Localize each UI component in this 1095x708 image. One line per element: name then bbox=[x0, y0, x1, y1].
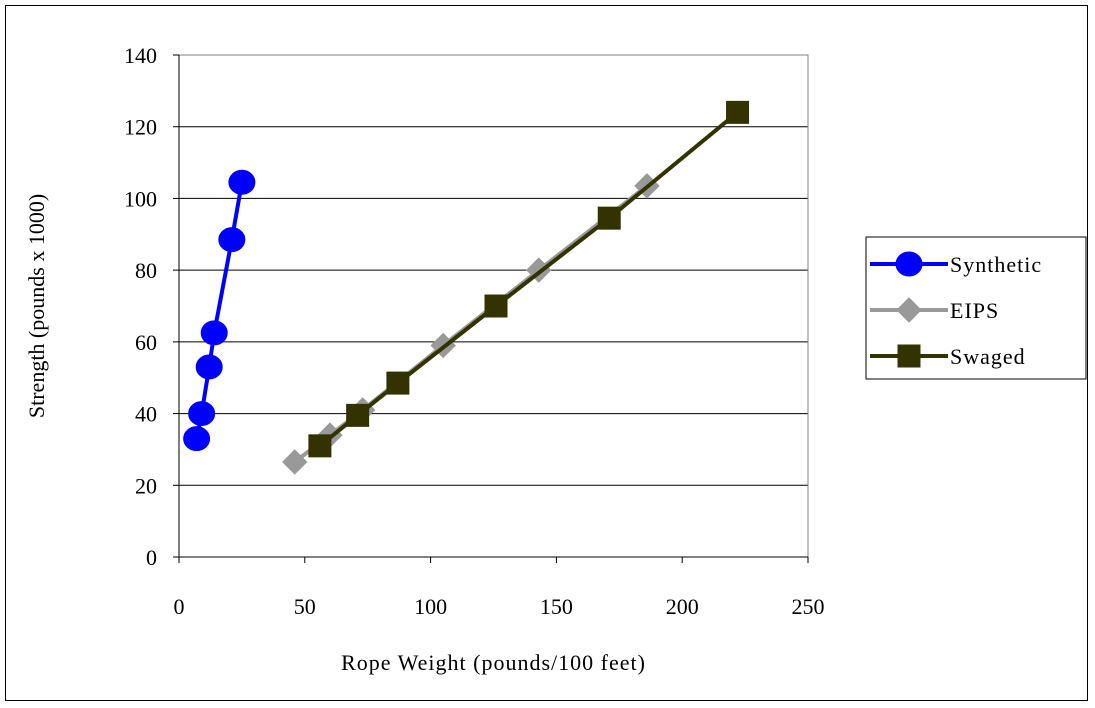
series-synthetic bbox=[183, 169, 256, 452]
series-line-synthetic bbox=[194, 181, 244, 440]
data-point-swaged bbox=[346, 403, 370, 427]
y-tick-label: 80 bbox=[135, 258, 157, 283]
legend-item-synthetic: Synthetic bbox=[870, 251, 1042, 277]
data-point-synthetic bbox=[183, 426, 211, 452]
legend-marker-synthetic bbox=[895, 251, 923, 277]
data-point-synthetic bbox=[218, 227, 246, 253]
legend-marker-swaged bbox=[897, 344, 921, 368]
data-point-swaged bbox=[597, 206, 621, 230]
x-tick-label: 100 bbox=[414, 594, 447, 619]
x-tick-label: 250 bbox=[792, 594, 825, 619]
data-point-synthetic bbox=[228, 169, 256, 195]
y-tick-label: 100 bbox=[124, 186, 157, 211]
data-point-synthetic bbox=[188, 401, 216, 427]
y-tick-label: 120 bbox=[124, 115, 157, 140]
legend-item-eips: EIPS bbox=[870, 297, 999, 323]
y-tick-label: 140 bbox=[124, 43, 157, 68]
series-swaged bbox=[308, 100, 750, 458]
data-point-synthetic bbox=[195, 354, 223, 380]
series-line-swaged bbox=[318, 110, 739, 448]
x-axis-title: Rope Weight (pounds/100 feet) bbox=[341, 650, 646, 675]
legend-label: EIPS bbox=[950, 298, 999, 323]
legend-label: Synthetic bbox=[950, 252, 1042, 277]
y-tick-label: 0 bbox=[146, 545, 157, 570]
axes: 0 20 40 60 80 100 120 140 0 50 100 150 200 250 bbox=[124, 43, 825, 619]
x-tick-label: 200 bbox=[666, 594, 699, 619]
y-tick-label: 20 bbox=[135, 473, 157, 498]
data-point-eips bbox=[282, 449, 308, 475]
x-tick-label: 0 bbox=[174, 594, 185, 619]
data-point-swaged bbox=[308, 434, 332, 458]
x-tick-label: 150 bbox=[540, 594, 573, 619]
data-point-swaged bbox=[386, 371, 410, 395]
y-tick-label: 40 bbox=[135, 402, 157, 427]
y-tick-label: 60 bbox=[135, 330, 157, 355]
gridlines bbox=[179, 54, 808, 486]
legend: Synthetic EIPS Swaged bbox=[865, 236, 1087, 380]
data-point-swaged bbox=[484, 294, 508, 318]
y-axis-title: Strength (pounds x 1000) bbox=[24, 194, 49, 418]
legend-marker-eips bbox=[896, 297, 922, 323]
series-layer bbox=[183, 100, 750, 475]
x-tick-label: 50 bbox=[294, 594, 316, 619]
legend-item-swaged: Swaged bbox=[870, 344, 1026, 369]
legend-label: Swaged bbox=[950, 344, 1026, 369]
data-point-swaged bbox=[726, 100, 750, 124]
data-point-synthetic bbox=[200, 320, 228, 346]
